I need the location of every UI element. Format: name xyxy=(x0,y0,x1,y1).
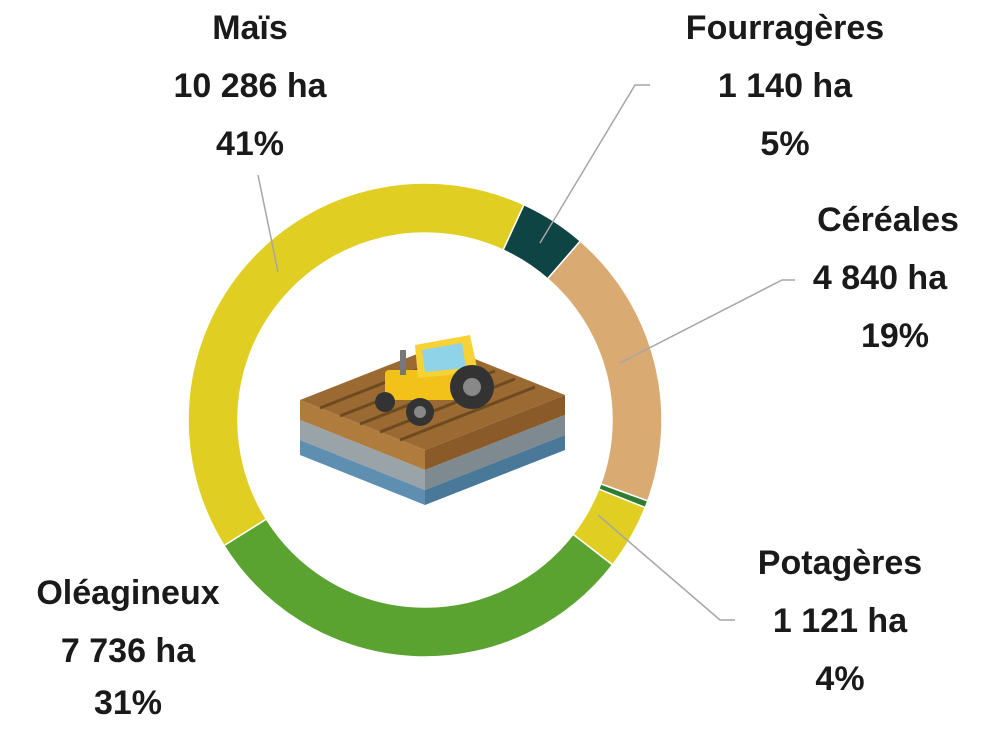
percent-label: 31% xyxy=(94,684,162,722)
percent-label: 41% xyxy=(216,125,284,163)
category-label: Oléagineux xyxy=(36,574,219,612)
percent-label: 19% xyxy=(861,317,929,355)
tractor-illustration xyxy=(300,335,565,505)
category-label: Maïs xyxy=(212,9,288,47)
chart: Maïs 10 286 ha 41% Fourragères 1 140 ha … xyxy=(0,0,985,727)
leader-line xyxy=(540,85,650,243)
percent-label: 5% xyxy=(760,125,809,163)
donut-slice xyxy=(548,241,662,501)
percent-label: 4% xyxy=(815,660,864,698)
value-label: 4 840 ha xyxy=(813,259,948,297)
value-label: 1 140 ha xyxy=(718,67,853,105)
value-label: 1 121 ha xyxy=(773,602,908,640)
value-label: 10 286 ha xyxy=(173,67,327,105)
category-label: Potagères xyxy=(758,544,922,582)
donut-slice xyxy=(224,519,613,657)
page: {"chart_data": {"type": "donut", "catego… xyxy=(0,0,985,727)
value-label: 7 736 ha xyxy=(61,632,196,670)
category-label: Céréales xyxy=(817,201,959,239)
category-label: Fourragères xyxy=(686,9,884,47)
